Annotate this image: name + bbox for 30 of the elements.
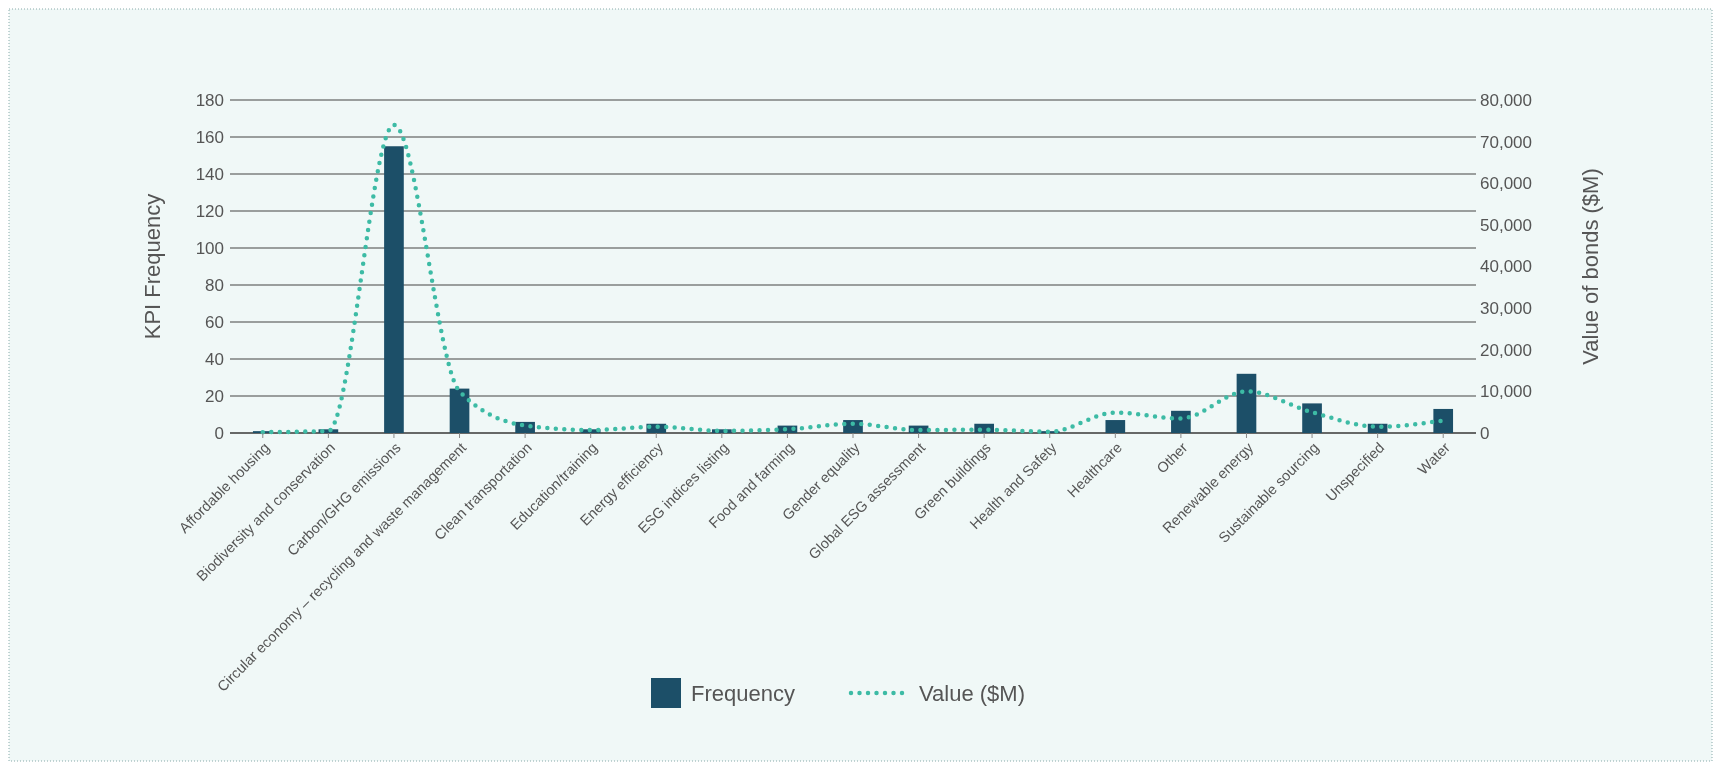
y2-tick-label: 60,000: [1480, 174, 1532, 194]
y-tick-label: 180: [195, 90, 224, 110]
y-tick-label: 40: [205, 349, 224, 369]
y2-tick-label: 70,000: [1480, 132, 1532, 152]
line-series: [260, 122, 1446, 435]
y-tick-label: 0: [214, 423, 224, 443]
bar: [1236, 373, 1257, 433]
y-tick-label: 160: [195, 127, 224, 147]
y2-tick-label: 30,000: [1480, 299, 1532, 319]
bar: [449, 388, 470, 433]
bar: [384, 146, 404, 433]
bar: [1302, 403, 1322, 433]
y-tick-label: 80: [205, 275, 224, 295]
y-tick-label: 100: [195, 238, 224, 258]
y2-tick-label: 40,000: [1480, 257, 1532, 277]
bar: [1105, 420, 1126, 433]
y2-tick-label: 80,000: [1480, 90, 1532, 110]
legend-label: Value ($M): [919, 680, 1025, 706]
y-tick-label: 60: [205, 312, 224, 332]
y2-tick-label: 20,000: [1480, 340, 1532, 360]
y-tick-label: 140: [195, 164, 224, 184]
y2-axis-title: Value of bonds ($M): [1578, 168, 1603, 365]
y2-tick-label: 50,000: [1480, 215, 1532, 235]
y2-tick-label: 10,000: [1480, 382, 1532, 402]
y-tick-label: 20: [205, 386, 224, 406]
y-tick-label: 120: [195, 201, 224, 221]
legend-label: Frequency: [691, 680, 795, 706]
bar: [1433, 408, 1454, 433]
y2-tick-label: 0: [1480, 423, 1490, 443]
y-axis-title: KPI Frequency: [140, 193, 165, 340]
